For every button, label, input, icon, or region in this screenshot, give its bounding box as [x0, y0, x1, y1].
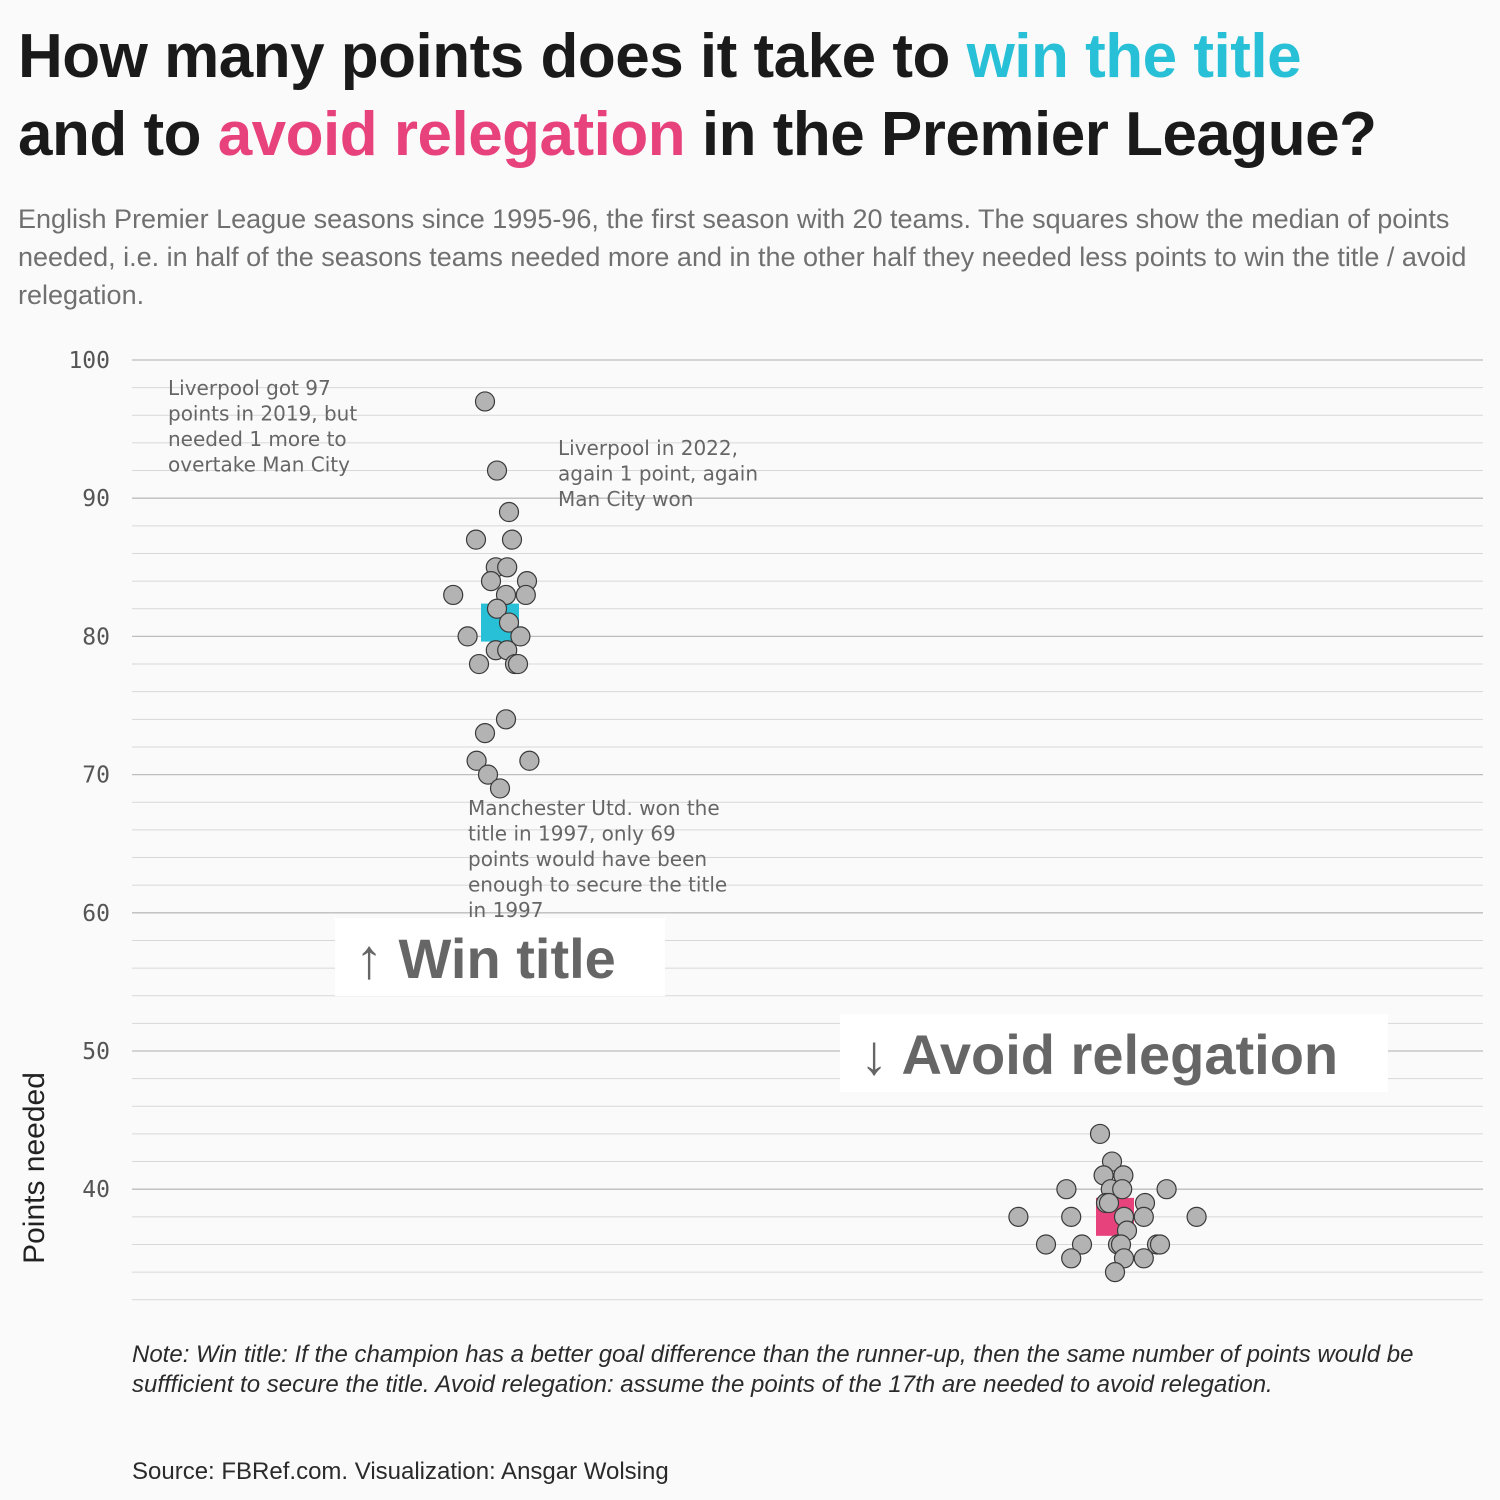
win-title-point — [466, 750, 487, 771]
relegation-point — [1056, 1179, 1077, 1200]
win-title-point — [498, 501, 520, 523]
annotation-liverpool-2019: Liverpool got 97 points in 2019, but neede… — [168, 376, 357, 477]
win-title-point — [489, 778, 511, 799]
y-tick-label: 60 — [82, 901, 110, 927]
y-axis-label: Points needed — [18, 1072, 51, 1264]
relegation-point — [1104, 1262, 1126, 1283]
win-title-point — [497, 557, 518, 578]
y-tick-label: 50 — [82, 1039, 110, 1065]
title-relegation-highlight: avoid relegation — [217, 100, 686, 169]
title-part3: in the Premier League? — [685, 100, 1377, 169]
win-title-point — [507, 653, 529, 675]
win-title-point — [443, 584, 464, 606]
win-title-point — [477, 764, 499, 785]
win-title-group-label: ↑ Win title — [335, 918, 665, 996]
win-title-point — [498, 612, 520, 633]
relegation-point — [1156, 1179, 1177, 1200]
win-title-point — [495, 709, 517, 730]
relegation-point — [1098, 1192, 1120, 1214]
win-title-point — [480, 571, 502, 592]
y-tick-label: 40 — [82, 1177, 110, 1203]
chart-note: Note: Win title: If the champion has a b… — [132, 1341, 1414, 1398]
win-title-point — [474, 723, 496, 744]
chart-subtitle: English Premier League seasons since 199… — [18, 204, 1467, 310]
data-points — [443, 391, 1207, 1283]
win-title-point — [457, 626, 478, 647]
y-tick-labels: 40 50 60 70 80 90 100 — [68, 348, 110, 1203]
relegation-point — [1133, 1248, 1154, 1269]
relegation-point — [1089, 1123, 1111, 1145]
relegation-point — [1186, 1206, 1207, 1227]
title-part2: and to — [18, 100, 218, 169]
win-title-point — [515, 584, 536, 606]
y-tick-label: 80 — [82, 624, 110, 650]
relegation-point — [1035, 1234, 1057, 1255]
avoid-relegation-group-label: ↓ Avoid relegation — [840, 1014, 1388, 1092]
win-title-point — [486, 460, 508, 481]
relegation-point — [1071, 1234, 1093, 1255]
win-title-point — [474, 391, 496, 412]
title-win-highlight: win the title — [966, 22, 1302, 91]
annotations: Liverpool got 97 points in 2019, but neede… — [168, 376, 758, 922]
win-title-point — [486, 598, 508, 619]
relegation-point — [1061, 1206, 1082, 1227]
win-title-point — [468, 653, 490, 675]
relegation-point — [1112, 1179, 1133, 1200]
relegation-point — [1133, 1206, 1154, 1227]
y-tick-label: 90 — [82, 486, 110, 512]
win-title-point — [510, 626, 531, 647]
relegation-point — [1061, 1248, 1082, 1269]
grid-lines — [132, 359, 1483, 1301]
annotation-manutd-1997: Manchester Utd. won the title in 1997, on… — [468, 796, 727, 922]
annotation-liverpool-2022: Liverpool in 2022, again 1 point, again Ma… — [558, 436, 758, 511]
scatter-chart: 40 50 60 70 80 90 100 Points needed Liverpool … — [18, 348, 1483, 1301]
y-tick-label: 100 — [68, 348, 110, 374]
y-tick-label: 70 — [82, 763, 110, 789]
avoid-relegation-label: ↓ Avoid relegation — [860, 1023, 1338, 1086]
win-title-label: ↑ Win title — [355, 927, 616, 990]
relegation-point — [1149, 1234, 1171, 1255]
title-part1: How many points does it take to — [18, 22, 967, 91]
win-title-point — [519, 750, 540, 771]
win-title-point — [501, 529, 523, 550]
chart-source: Source: FBRef.com. Visualization: Ansgar… — [132, 1458, 669, 1485]
win-title-point — [465, 529, 487, 550]
chart-title: How many points does it take to win the … — [18, 18, 1488, 174]
relegation-point — [1008, 1206, 1029, 1227]
